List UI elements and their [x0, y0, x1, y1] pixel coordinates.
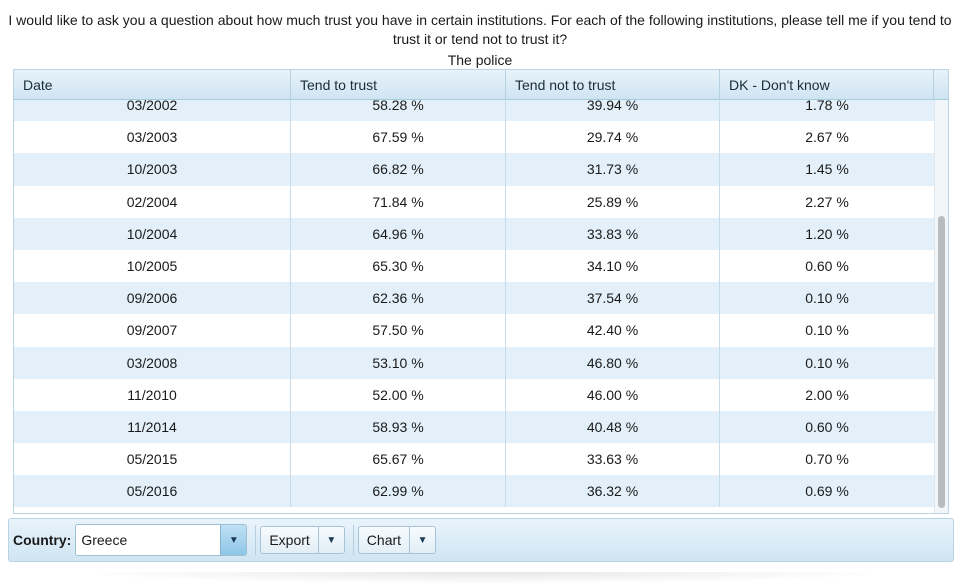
page-shadow — [95, 572, 875, 583]
toolbar-separator — [352, 525, 354, 555]
chevron-down-icon[interactable]: ▼ — [220, 525, 247, 555]
table-row[interactable]: 05/2015 65.67 % 33.63 % 0.70 % — [14, 443, 934, 476]
date-cell: 09/2006 — [14, 282, 291, 315]
date-cell: 11/2014 — [14, 410, 291, 444]
date-cell: 03/2008 — [14, 346, 291, 379]
grid-body: 03/2002 58.28 % 39.94 % 1.78 % 03/2003 67.59 … — [14, 100, 934, 513]
tend-to-trust-cell: 71.84 % — [291, 185, 506, 218]
date-cell: 05/2015 — [14, 443, 291, 476]
toolbar-separator — [255, 525, 257, 555]
tend-not-to-trust-cell: 33.83 % — [506, 217, 720, 250]
tend-to-trust-cell: 67.59 % — [291, 121, 506, 154]
tend-not-to-trust-cell: 46.00 % — [506, 378, 720, 411]
dont-know-cell: 1.78 % — [805, 100, 849, 114]
tend-not-to-trust-cell: 34.10 % — [506, 249, 720, 283]
table-row[interactable]: 10/2003 66.82 % 31.73 % 1.45 % — [14, 153, 934, 186]
export-button-label[interactable]: Export — [269, 532, 310, 548]
date-cell: 10/2005 — [14, 249, 291, 283]
table-row[interactable]: 03/2008 53.10 % 46.80 % 0.10 % — [14, 346, 934, 379]
tend-to-trust-cell: 65.67 % — [291, 443, 506, 476]
tend-to-trust-cell: 66.82 % — [291, 153, 506, 186]
institution-title: The police — [447, 52, 513, 68]
tend-to-trust-cell: 62.99 % — [291, 475, 506, 508]
tend-to-trust-cell: 57.50 % — [291, 314, 506, 347]
date-cell: 09/2007 — [14, 314, 291, 347]
tend-not-to-trust-cell: 40.48 % — [506, 410, 720, 444]
header-spacer — [934, 70, 948, 100]
tend-to-trust-cell: 64.96 % — [291, 217, 506, 250]
chart-button-label[interactable]: Chart — [366, 532, 402, 548]
tend-to-trust-cell: 62.36 % — [291, 282, 506, 315]
table-row[interactable]: 10/2005 65.30 % 34.10 % 0.60 % — [14, 249, 934, 283]
country-select-value[interactable]: Greece — [81, 532, 128, 548]
date-cell: 03/2003 — [14, 121, 291, 154]
column-header-dont-know[interactable]: DK - Don't know — [720, 70, 934, 100]
dont-know-cell: 0.69 % — [805, 483, 849, 500]
results-grid: Date Tend to trust Tend not to trust DK … — [13, 69, 949, 514]
table-row[interactable]: 11/2014 58.93 % 40.48 % 0.60 % — [14, 410, 934, 444]
question-text: I would like to ask you a question about… — [8, 12, 952, 47]
date-cell: 03/2002 — [14, 100, 291, 122]
tend-to-trust-cell: 53.10 % — [291, 346, 506, 379]
column-header-date[interactable]: Date — [14, 70, 291, 100]
table-row[interactable]: 03/2003 67.59 % 29.74 % 2.67 % — [14, 121, 934, 154]
grid-header: Date Tend to trust Tend not to trust DK … — [14, 70, 948, 100]
tend-not-to-trust-cell: 46.80 % — [506, 346, 720, 379]
tend-not-to-trust-cell: 33.63 % — [506, 443, 720, 476]
chart-button[interactable]: Chart ▼ — [357, 526, 437, 554]
table-row[interactable]: 11/2010 52.00 % 46.00 % 2.00 % — [14, 378, 934, 411]
dont-know-cell: 0.10 % — [805, 354, 849, 371]
dont-know-cell: 0.10 % — [805, 322, 849, 339]
table-rows: 03/2002 58.28 % 39.94 % 1.78 % 03/2003 67.59 … — [14, 100, 934, 508]
dont-know-cell: 2.27 % — [805, 193, 849, 210]
dont-know-cell: 1.45 % — [805, 161, 849, 178]
table-row[interactable]: 10/2004 64.96 % 33.83 % 1.20 % — [14, 217, 934, 250]
vertical-scrollbar[interactable] — [934, 100, 948, 513]
tend-to-trust-cell: 52.00 % — [291, 378, 506, 411]
date-cell: 10/2004 — [14, 217, 291, 250]
date-cell: 10/2003 — [14, 153, 291, 186]
table-row[interactable]: 05/2016 62.99 % 36.32 % 0.69 % — [14, 475, 934, 508]
table-row[interactable]: 02/2004 71.84 % 25.89 % 2.27 % — [14, 185, 934, 218]
export-menu-chevron-down-icon[interactable]: ▼ — [317, 527, 344, 553]
column-header-tend-to-trust[interactable]: Tend to trust — [291, 70, 506, 100]
tend-not-to-trust-cell: 29.74 % — [506, 121, 720, 154]
tend-to-trust-cell: 58.28 % — [291, 100, 506, 122]
column-header-tend-not-to-trust[interactable]: Tend not to trust — [506, 70, 720, 100]
tend-not-to-trust-cell: 42.40 % — [506, 314, 720, 347]
scrollbar-thumb[interactable] — [938, 216, 945, 508]
tend-not-to-trust-cell: 37.54 % — [506, 282, 720, 315]
tend-not-to-trust-cell: 36.32 % — [506, 475, 720, 508]
tend-to-trust-cell: 65.30 % — [291, 249, 506, 283]
date-cell: 11/2010 — [14, 378, 291, 411]
tend-not-to-trust-cell: 25.89 % — [506, 185, 720, 218]
tend-not-to-trust-cell: 39.94 % — [506, 100, 720, 122]
dont-know-cell: 0.60 % — [805, 418, 849, 435]
dont-know-cell: 1.20 % — [805, 225, 849, 242]
dont-know-cell: 0.10 % — [805, 290, 849, 307]
table-row[interactable]: 09/2006 62.36 % 37.54 % 0.10 % — [14, 282, 934, 315]
chart-menu-chevron-down-icon[interactable]: ▼ — [409, 527, 435, 553]
table-row[interactable]: 03/2002 58.28 % 39.94 % 1.78 % — [14, 100, 934, 122]
dont-know-cell: 2.67 % — [805, 129, 849, 146]
bottom-toolbar: Country: Greece ▼ Export ▼ Chart ▼ — [8, 518, 954, 562]
export-button[interactable]: Export ▼ — [260, 526, 345, 554]
dont-know-cell: 0.70 % — [805, 451, 849, 468]
country-label: Country: — [13, 532, 72, 548]
date-cell: 02/2004 — [14, 185, 291, 218]
date-cell: 05/2016 — [14, 475, 291, 508]
tend-not-to-trust-cell: 31.73 % — [506, 153, 720, 186]
country-select[interactable]: Greece ▼ — [75, 524, 248, 556]
tend-to-trust-cell: 58.93 % — [291, 410, 506, 444]
dont-know-cell: 0.60 % — [805, 258, 849, 275]
table-row[interactable]: 09/2007 57.50 % 42.40 % 0.10 % — [14, 314, 934, 347]
dont-know-cell: 2.00 % — [805, 386, 849, 403]
